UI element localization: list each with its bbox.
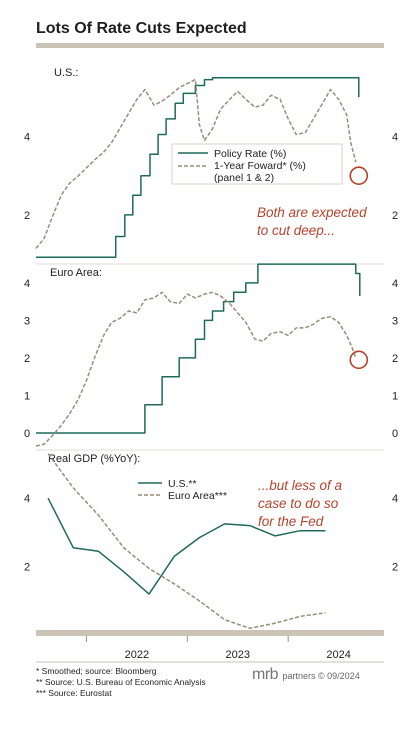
legend-label: U.S.**	[168, 478, 197, 490]
series-line	[47, 497, 326, 595]
y-tick-label-left: 4	[24, 132, 30, 144]
y-tick-label-left: 1	[24, 390, 30, 402]
y-tick-label-left: 4	[24, 493, 30, 505]
y-tick-label-left: 0	[24, 428, 30, 440]
title-rule	[36, 43, 384, 48]
legend-label: Policy Rate (%)	[214, 148, 286, 160]
x-tick-label: 2024	[326, 649, 350, 661]
chart-title: Lots Of Rate Cuts Expected	[36, 20, 247, 37]
legend-box	[171, 143, 343, 185]
y-tick-label-right: 0	[392, 428, 398, 440]
x-axis-band	[36, 630, 384, 636]
annotation-text: Both are expected	[257, 205, 367, 220]
panel-title: Euro Area:	[50, 267, 102, 279]
marker-circle	[349, 350, 369, 370]
legend-label: 1-Year Foward* (%)	[214, 160, 306, 172]
x-tick-label: 2023	[225, 649, 249, 661]
y-tick-label-left: 2	[24, 210, 30, 222]
y-tick-label-left: 2	[24, 562, 30, 574]
x-tick-label: 2022	[125, 649, 149, 661]
annotation-text: to cut deep...	[257, 223, 335, 238]
y-tick-label-right: 3	[392, 315, 398, 327]
brand-name: mrb	[252, 666, 279, 683]
footnote-1: * Smoothed; source: Bloomberg	[36, 666, 157, 676]
y-tick-label-right: 2	[392, 562, 398, 574]
legend-label: Euro Area***	[168, 490, 227, 502]
panel-title: Real GDP (%YoY):	[48, 453, 140, 465]
footnote-3: *** Source: Eurostat	[36, 688, 112, 698]
y-tick-label-right: 4	[392, 278, 398, 290]
y-tick-label-right: 4	[392, 132, 398, 144]
annotation-text: for the Fed	[258, 514, 324, 529]
series-line	[35, 291, 357, 447]
series-line	[47, 453, 326, 630]
series-line	[36, 76, 360, 259]
legend-label: (panel 1 & 2)	[214, 172, 274, 184]
y-tick-label-right: 4	[392, 493, 398, 505]
marker-circle	[349, 166, 369, 186]
series-line	[36, 263, 361, 434]
y-tick-label-right: 1	[392, 390, 398, 402]
footnote-2: ** Source: U.S. Bureau of Economic Analy…	[36, 677, 206, 687]
y-tick-label-left: 3	[24, 315, 30, 327]
brand-text: partners © 09/2024	[282, 671, 360, 681]
y-tick-label-right: 2	[392, 353, 398, 365]
annotation-text: ...but less of a	[258, 478, 343, 493]
y-tick-label-right: 2	[392, 210, 398, 222]
y-tick-label-left: 4	[24, 278, 30, 290]
series-line	[35, 78, 357, 249]
panel-title: U.S.:	[54, 67, 78, 79]
annotation-text: case to do so	[258, 496, 339, 511]
brand-logo: mrb partners © 09/2024	[252, 666, 360, 684]
y-tick-label-left: 2	[24, 353, 30, 365]
